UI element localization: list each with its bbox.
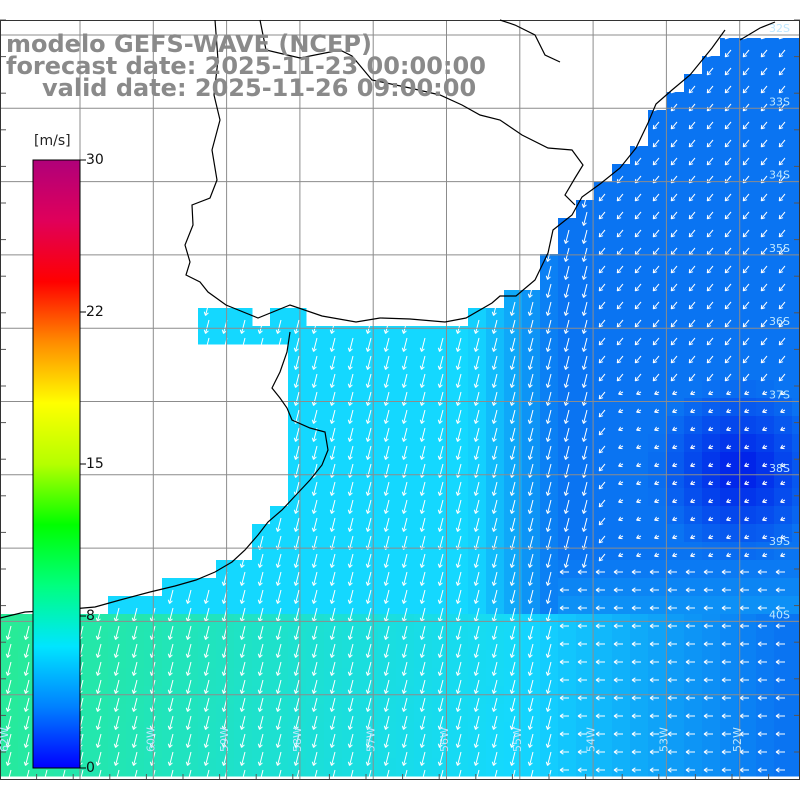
lat-label: 40S	[769, 608, 790, 621]
coastline	[0, 19, 776, 619]
colorbar-gradient	[32, 159, 81, 769]
lat-label: 32S	[769, 22, 790, 35]
model-title: modelo GEFS-WAVE (NCEP)	[6, 30, 372, 58]
wind-speed-field	[0, 38, 800, 777]
lon-label: 55W	[511, 727, 524, 752]
lat-label: 33S	[769, 95, 790, 108]
lat-label: 35S	[769, 242, 790, 255]
lon-label: 59W	[218, 727, 231, 752]
wind-arrows	[5, 31, 786, 784]
lon-label: 60W	[145, 727, 158, 752]
lat-label: 34S	[769, 169, 790, 182]
colorbar-tick-22: 22	[86, 304, 104, 320]
lon-label: 54W	[584, 727, 597, 752]
lon-label: 57W	[365, 727, 378, 752]
lat-label: 36S	[769, 315, 790, 328]
valid-date: valid date: 2025-11-26 09:00:00	[42, 74, 477, 102]
lat-label: 37S	[769, 389, 790, 402]
lon-label: 52W	[731, 727, 744, 752]
lon-label: 58W	[291, 727, 304, 752]
colorbar	[32, 159, 86, 769]
lon-label: 56W	[438, 727, 451, 752]
colorbar-unit: [m/s]	[34, 133, 71, 149]
lon-label: 62W	[0, 727, 11, 752]
colorbar-tick-30: 30	[86, 152, 104, 168]
colorbar-tick-8: 8	[86, 608, 95, 624]
colorbar-tick-15: 15	[86, 456, 104, 472]
lon-label: 53W	[658, 727, 671, 752]
colorbar-tick-0: 0	[86, 760, 95, 776]
forecast-date: forecast date: 2025-11-23 00:00:00	[6, 52, 486, 80]
lat-label: 39S	[769, 535, 790, 548]
lat-label: 38S	[769, 462, 790, 475]
